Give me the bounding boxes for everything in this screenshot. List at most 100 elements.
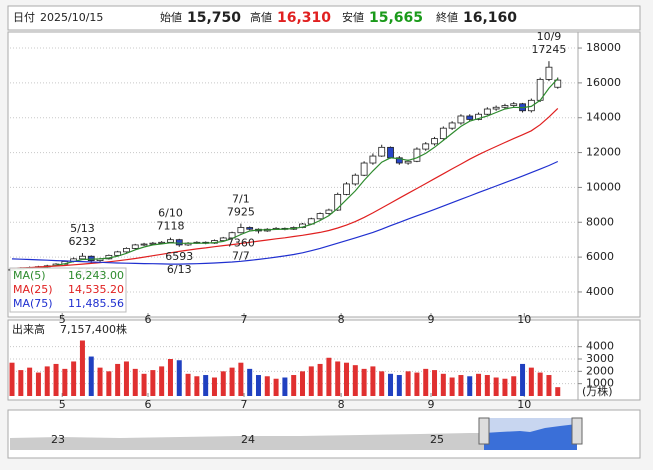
high-value: 16,310 bbox=[277, 10, 331, 26]
x-tick-label: 8 bbox=[338, 313, 345, 326]
volume-bar bbox=[185, 373, 191, 396]
volume-bar bbox=[520, 363, 526, 396]
volume-bar bbox=[79, 340, 85, 396]
candle-body bbox=[457, 115, 465, 124]
volume-bar bbox=[344, 362, 350, 396]
candle-body bbox=[387, 146, 394, 159]
candle-body bbox=[554, 79, 562, 88]
low-value: 15,665 bbox=[369, 10, 423, 26]
volume-bar bbox=[35, 372, 41, 396]
x-tick-label: 5 bbox=[59, 398, 66, 411]
volume-bar bbox=[27, 367, 33, 396]
x-tick-label: 7 bbox=[241, 398, 248, 411]
volume-bar bbox=[167, 359, 173, 396]
volume-bar bbox=[123, 361, 129, 396]
navigator-area bbox=[10, 433, 484, 450]
x-tick-label: 10 bbox=[517, 313, 531, 326]
annotation-date: 7/7 bbox=[232, 249, 250, 262]
navigator-handle-left[interactable] bbox=[478, 417, 490, 445]
volume-bar bbox=[9, 362, 15, 396]
annotation-date: 7/1 bbox=[232, 193, 250, 206]
y-tick-label: 14000 bbox=[586, 111, 621, 124]
volume-bar bbox=[194, 376, 200, 396]
candle-body bbox=[527, 99, 535, 112]
volume-bar bbox=[326, 357, 332, 396]
candle-body bbox=[404, 160, 412, 164]
candle-body bbox=[343, 183, 350, 195]
volume-bar bbox=[238, 362, 244, 396]
candle-body bbox=[422, 143, 430, 150]
candle-body bbox=[79, 255, 86, 260]
volume-bar bbox=[546, 375, 552, 396]
navigator-window-area bbox=[484, 424, 577, 450]
navigator-year: 25 bbox=[430, 433, 444, 446]
candle-body bbox=[175, 239, 183, 246]
volume-bar bbox=[423, 368, 429, 396]
volume-bar bbox=[388, 373, 394, 396]
x-tick-label: 9 bbox=[428, 313, 435, 326]
annotation-date: 6/13 bbox=[167, 263, 192, 276]
y-tick-label: 2000 bbox=[586, 364, 614, 377]
annotation-date: 10/9 bbox=[537, 30, 562, 43]
volume-bar bbox=[379, 371, 385, 396]
candle-body bbox=[325, 209, 333, 214]
navigator-handle-right[interactable] bbox=[571, 417, 583, 445]
close-value: 16,160 bbox=[463, 10, 517, 26]
volume-bar bbox=[361, 368, 367, 396]
high-label: 高値 bbox=[250, 10, 272, 24]
x-tick-label: 6 bbox=[145, 313, 152, 326]
volume-bar bbox=[106, 371, 112, 396]
volume-panel bbox=[7, 319, 641, 401]
open-label: 始値 bbox=[160, 10, 182, 24]
volume-bar bbox=[62, 368, 68, 396]
ma-line bbox=[11, 160, 559, 265]
candle-body bbox=[395, 157, 403, 164]
volume-bar bbox=[247, 368, 253, 396]
navigator-year: 24 bbox=[241, 433, 255, 446]
navigator[interactable]: 23 24 25 bbox=[7, 409, 641, 459]
volume-bar bbox=[141, 373, 147, 396]
volume-bar bbox=[229, 367, 235, 396]
volume-bar bbox=[264, 376, 270, 396]
volume-bar bbox=[44, 366, 50, 396]
y-tick-label: 12000 bbox=[586, 146, 621, 159]
candle-body bbox=[246, 227, 254, 230]
volume-bar bbox=[493, 377, 499, 396]
annotation-value: 6593 bbox=[165, 250, 193, 263]
volume-title: 出来高 bbox=[12, 322, 45, 336]
annotation-date: 5/13 bbox=[70, 222, 95, 235]
volume-bar bbox=[335, 361, 341, 396]
candle-body bbox=[149, 242, 157, 245]
volume-bar bbox=[414, 372, 420, 396]
candle-body bbox=[123, 247, 130, 253]
volume-bar bbox=[432, 370, 438, 396]
volume-bar bbox=[18, 370, 24, 396]
volume-bar bbox=[440, 373, 446, 396]
candle-body bbox=[439, 127, 447, 140]
y-tick-label: 8000 bbox=[586, 215, 614, 228]
volume-bar bbox=[308, 366, 314, 396]
volume-bar bbox=[159, 366, 165, 396]
volume-bar bbox=[405, 371, 411, 396]
volume-bar bbox=[273, 378, 279, 396]
volume-total: 7,157,400株 bbox=[60, 322, 127, 336]
volume-bar bbox=[282, 377, 288, 396]
candle-body bbox=[114, 251, 122, 256]
volume-bar bbox=[317, 363, 323, 396]
volume-bar bbox=[299, 371, 305, 396]
volume-bar bbox=[176, 360, 182, 396]
volume-bar bbox=[484, 375, 490, 396]
volume-bar bbox=[467, 376, 473, 396]
volume-bar bbox=[88, 356, 94, 396]
x-tick-label: 8 bbox=[338, 398, 345, 411]
volume-bar bbox=[71, 361, 77, 396]
candle-body bbox=[158, 241, 166, 244]
candle-body bbox=[334, 193, 342, 211]
volume-bar bbox=[97, 367, 103, 396]
annotation-value: 6232 bbox=[68, 235, 96, 248]
candle-body bbox=[483, 108, 491, 115]
candle-body bbox=[228, 232, 236, 239]
y-tick-label: 4000 bbox=[586, 340, 614, 353]
candle-body bbox=[413, 148, 421, 162]
volume-bar bbox=[211, 377, 217, 396]
